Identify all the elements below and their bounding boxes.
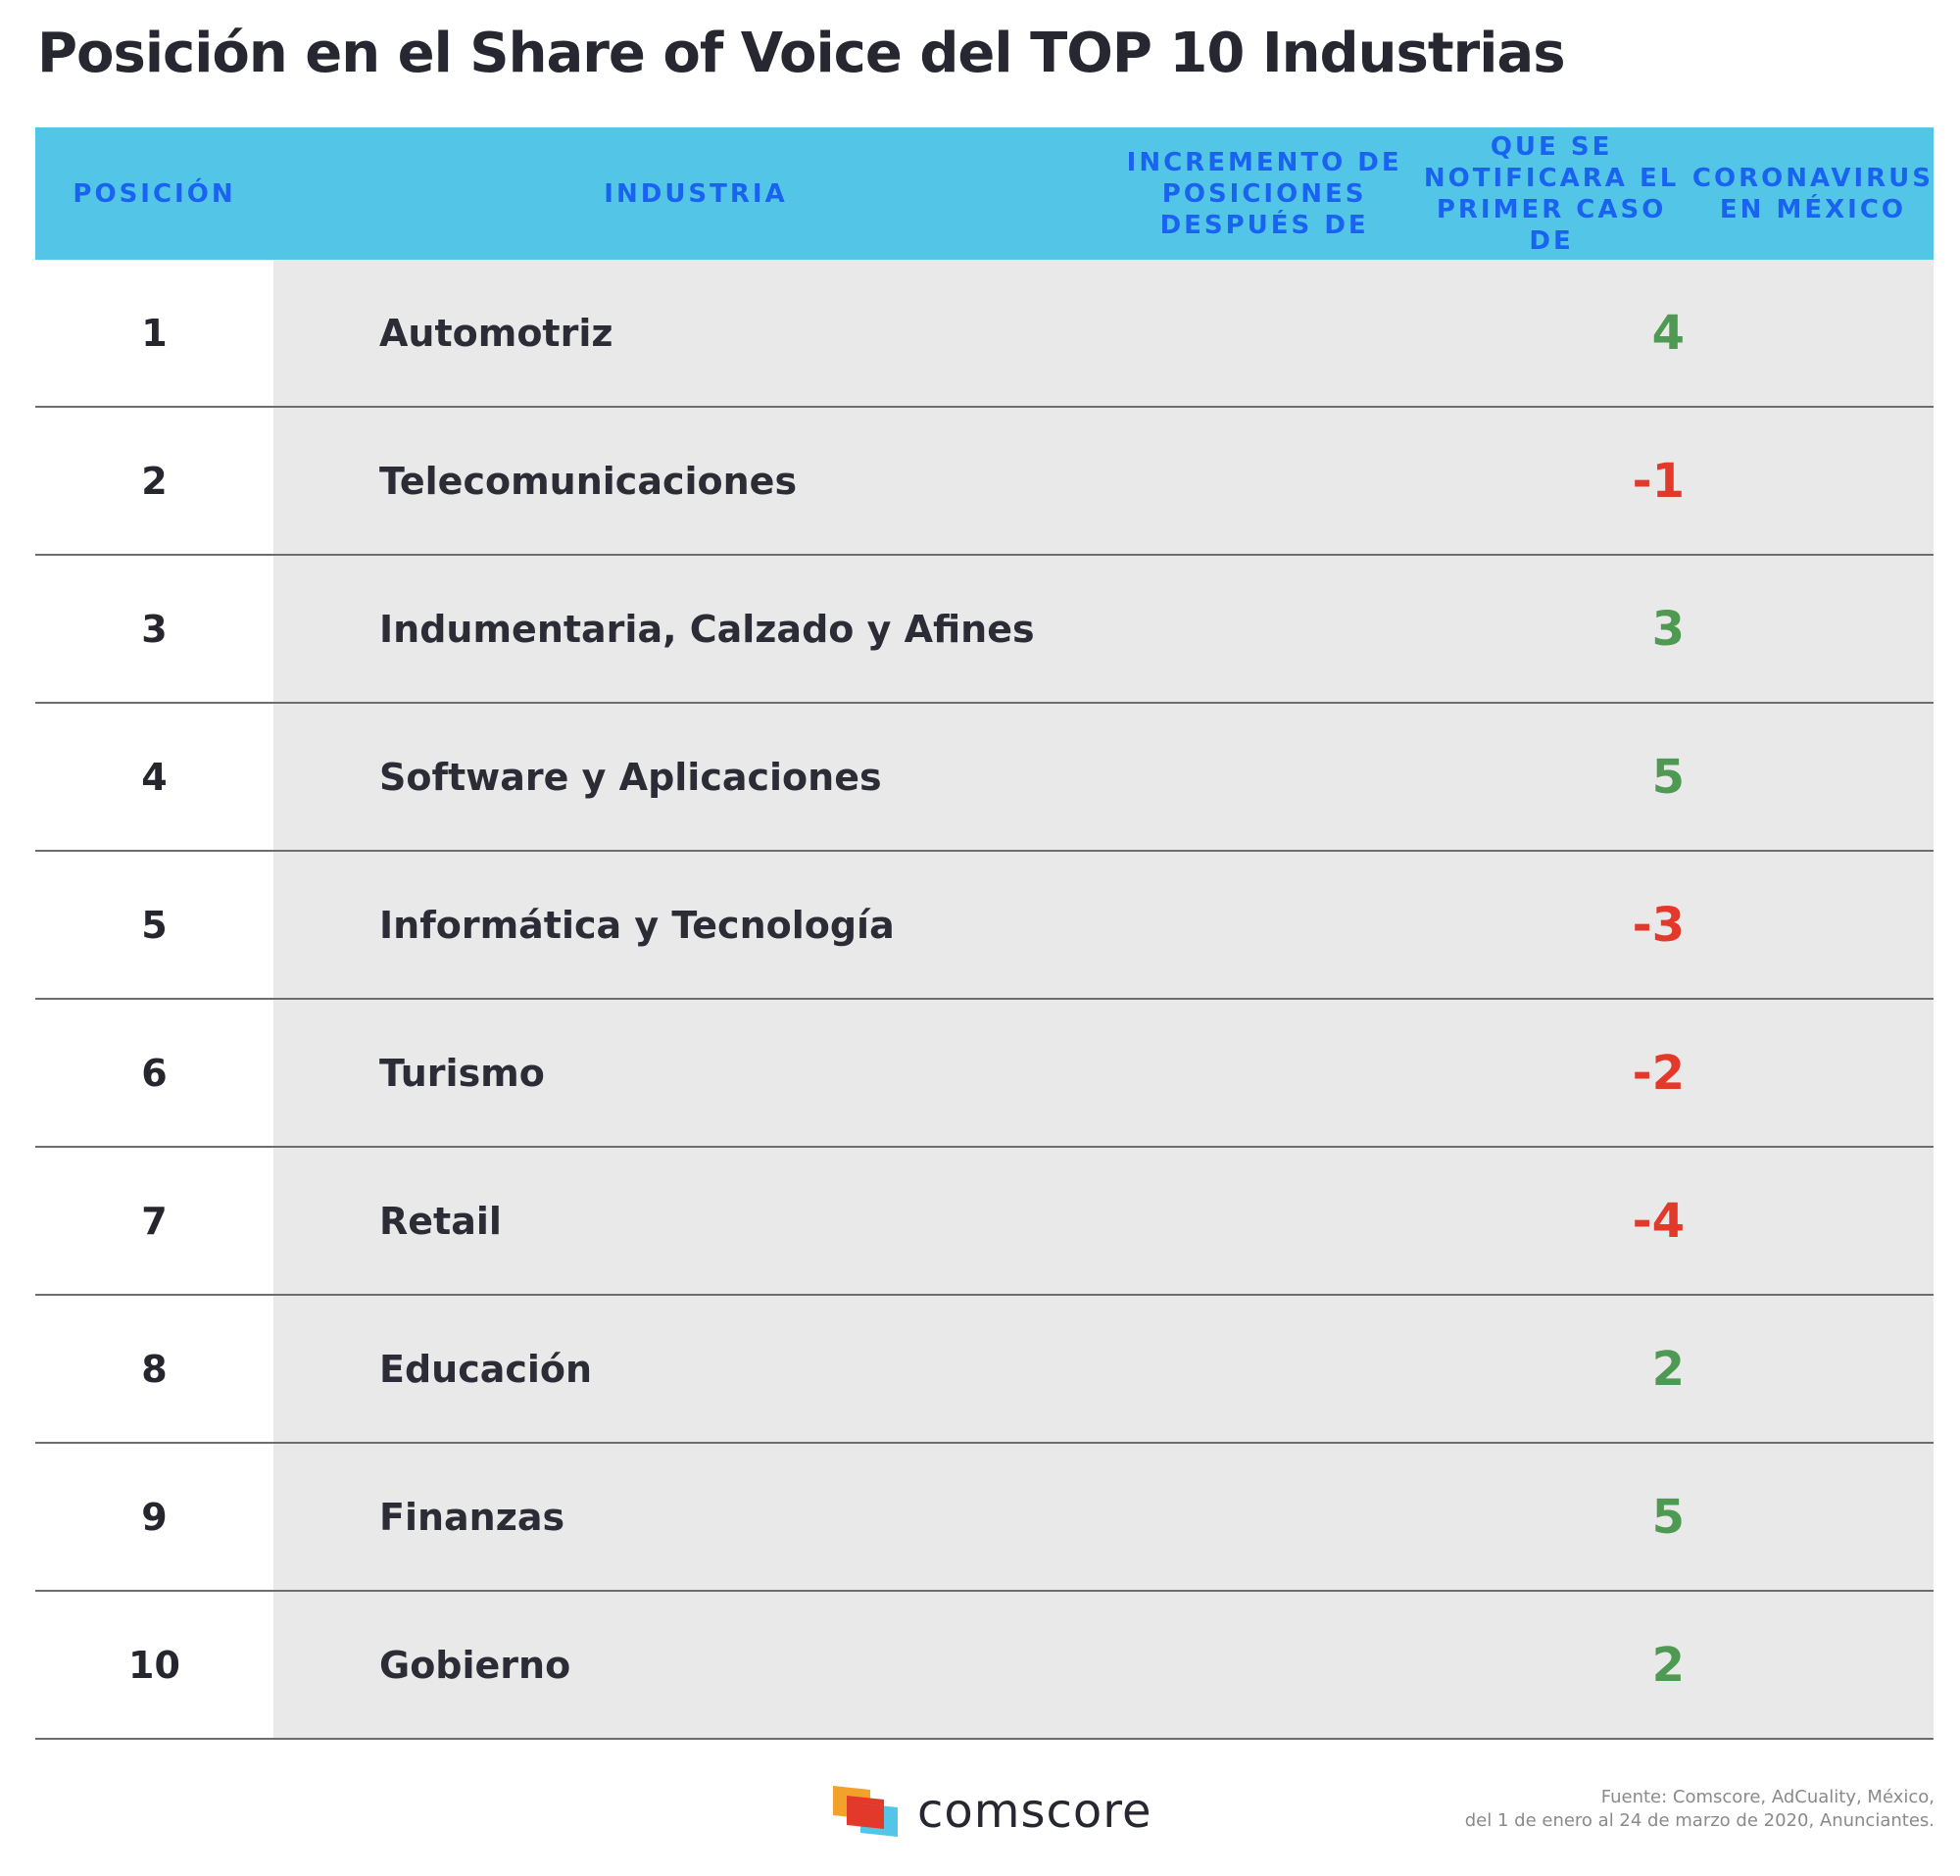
table-row: 5 Informática y Tecnología -3 [35,852,1934,1000]
position-cell: 5 [35,852,273,998]
comscore-logo: comscore [833,1784,1152,1839]
position-cell: 6 [35,1000,273,1146]
change-cell: -1 [1632,453,1685,509]
column-header-industry: INDUSTRIA [604,178,788,209]
table-row: 8 Educación 2 [35,1296,1934,1444]
industry-cell: Gobierno [379,1643,571,1687]
change-cell: -2 [1632,1045,1685,1101]
source-line: Fuente: Comscore, AdCuality, México, [1600,1787,1935,1807]
brand-name: comscore [917,1784,1152,1839]
table-row: 1 Automotriz 4 [35,260,1934,408]
table-row: 9 Finanzas 5 [35,1444,1934,1592]
position-cell: 8 [35,1296,273,1442]
column-header-increase-line: QUE SE NOTIFICARA EL PRIMER CASO DE [1423,131,1680,256]
source-note: Fuente: Comscore, AdCuality, México, del… [1465,1786,1935,1833]
position-cell: 4 [35,704,273,850]
chart-title: Posición en el Share of Voice del TOP 10… [37,22,1566,85]
change-cell: -3 [1632,897,1685,953]
position-cell: 7 [35,1148,273,1294]
industry-cell: Telecomunicaciones [379,459,798,503]
column-header-increase-line: INCREMENTO DE POSICIONES DESPUÉS DE [1126,147,1402,240]
change-cell: 5 [1651,749,1685,805]
change-cell: 5 [1651,1489,1685,1545]
column-header-increase: INCREMENTO DE POSICIONES DESPUÉS DE QUE … [1118,131,1934,257]
change-cell: 2 [1651,1637,1685,1693]
industry-cell: Indumentaria, Calzado y Afines [379,607,1035,651]
source-line: del 1 de enero al 24 de marzo de 2020, A… [1464,1810,1935,1831]
ranking-table: POSICIÓN INDUSTRIA INCREMENTO DE POSICIO… [35,127,1934,1740]
table-row: 3 Indumentaria, Calzado y Afines 3 [35,556,1934,704]
change-cell: 3 [1651,601,1685,657]
comscore-logo-icon [833,1786,898,1837]
position-cell: 3 [35,556,273,702]
column-header-position: POSICIÓN [73,178,236,209]
industry-cell: Educación [379,1347,593,1391]
table-row: 4 Software y Aplicaciones 5 [35,704,1934,852]
table-row: 6 Turismo -2 [35,1000,1934,1148]
table-row: 2 Telecomunicaciones -1 [35,408,1934,556]
table-row: 10 Gobierno 2 [35,1592,1934,1740]
industry-cell: Automotriz [379,311,613,355]
table-header: POSICIÓN INDUSTRIA INCREMENTO DE POSICIO… [35,127,1934,260]
industry-cell: Retail [379,1199,502,1243]
position-cell: 10 [35,1592,273,1738]
table-body: 1 Automotriz 4 2 Telecomunicaciones -1 3… [35,260,1934,1740]
position-cell: 2 [35,408,273,554]
change-cell: 4 [1651,305,1685,361]
industry-cell: Finanzas [379,1495,565,1539]
industry-cell: Informática y Tecnología [379,903,895,947]
change-cell: 2 [1651,1341,1685,1397]
industry-cell: Turismo [379,1051,545,1095]
position-cell: 1 [35,260,273,406]
column-header-increase-line: CORONAVIRUS EN MÉXICO [1691,163,1934,224]
position-cell: 9 [35,1444,273,1590]
change-cell: -4 [1632,1193,1685,1249]
industry-cell: Software y Aplicaciones [379,755,882,799]
table-row: 7 Retail -4 [35,1148,1934,1296]
